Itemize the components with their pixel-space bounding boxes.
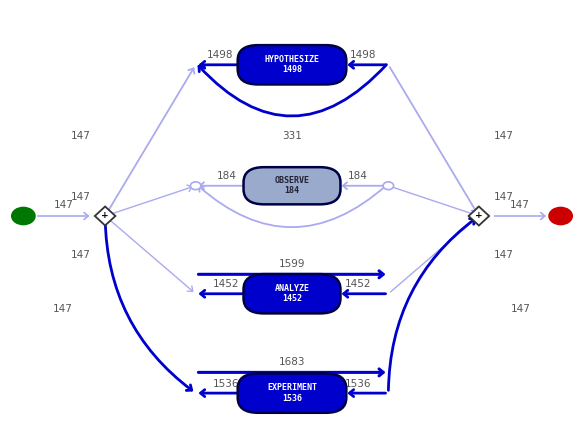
- Text: 147: 147: [53, 304, 73, 314]
- Text: EXPERIMENT
1536: EXPERIMENT 1536: [267, 384, 317, 403]
- Text: 1536: 1536: [345, 378, 371, 389]
- Text: +: +: [101, 212, 109, 220]
- Text: 147: 147: [510, 200, 530, 210]
- Text: 184: 184: [347, 171, 368, 181]
- Text: 1498: 1498: [350, 50, 377, 60]
- Text: 147: 147: [493, 131, 513, 141]
- Circle shape: [549, 207, 572, 225]
- Circle shape: [190, 182, 201, 190]
- FancyBboxPatch shape: [244, 274, 340, 314]
- Text: 147: 147: [511, 304, 531, 314]
- Text: 147: 147: [493, 250, 513, 260]
- Text: ANALYZE
1452: ANALYZE 1452: [274, 284, 310, 303]
- FancyBboxPatch shape: [244, 167, 340, 204]
- Text: +: +: [475, 212, 483, 220]
- Circle shape: [12, 207, 35, 225]
- Text: 1452: 1452: [345, 279, 371, 289]
- Circle shape: [383, 182, 394, 190]
- Text: 147: 147: [71, 131, 91, 141]
- Text: 331: 331: [282, 131, 302, 141]
- Text: 1452: 1452: [213, 279, 239, 289]
- Polygon shape: [468, 206, 489, 226]
- Text: 147: 147: [54, 200, 74, 210]
- Text: 1599: 1599: [279, 259, 305, 270]
- Text: HYPOTHESIZE
1498: HYPOTHESIZE 1498: [265, 55, 319, 74]
- Polygon shape: [95, 206, 116, 226]
- Text: 184: 184: [216, 171, 237, 181]
- FancyBboxPatch shape: [238, 373, 346, 413]
- Text: 147: 147: [71, 250, 91, 260]
- Text: 147: 147: [493, 191, 513, 202]
- Text: 1683: 1683: [279, 357, 305, 367]
- FancyBboxPatch shape: [238, 45, 346, 85]
- Text: 147: 147: [71, 191, 91, 202]
- Text: 1536: 1536: [213, 378, 239, 389]
- Text: 1498: 1498: [207, 50, 234, 60]
- Text: OBSERVE
184: OBSERVE 184: [274, 176, 310, 195]
